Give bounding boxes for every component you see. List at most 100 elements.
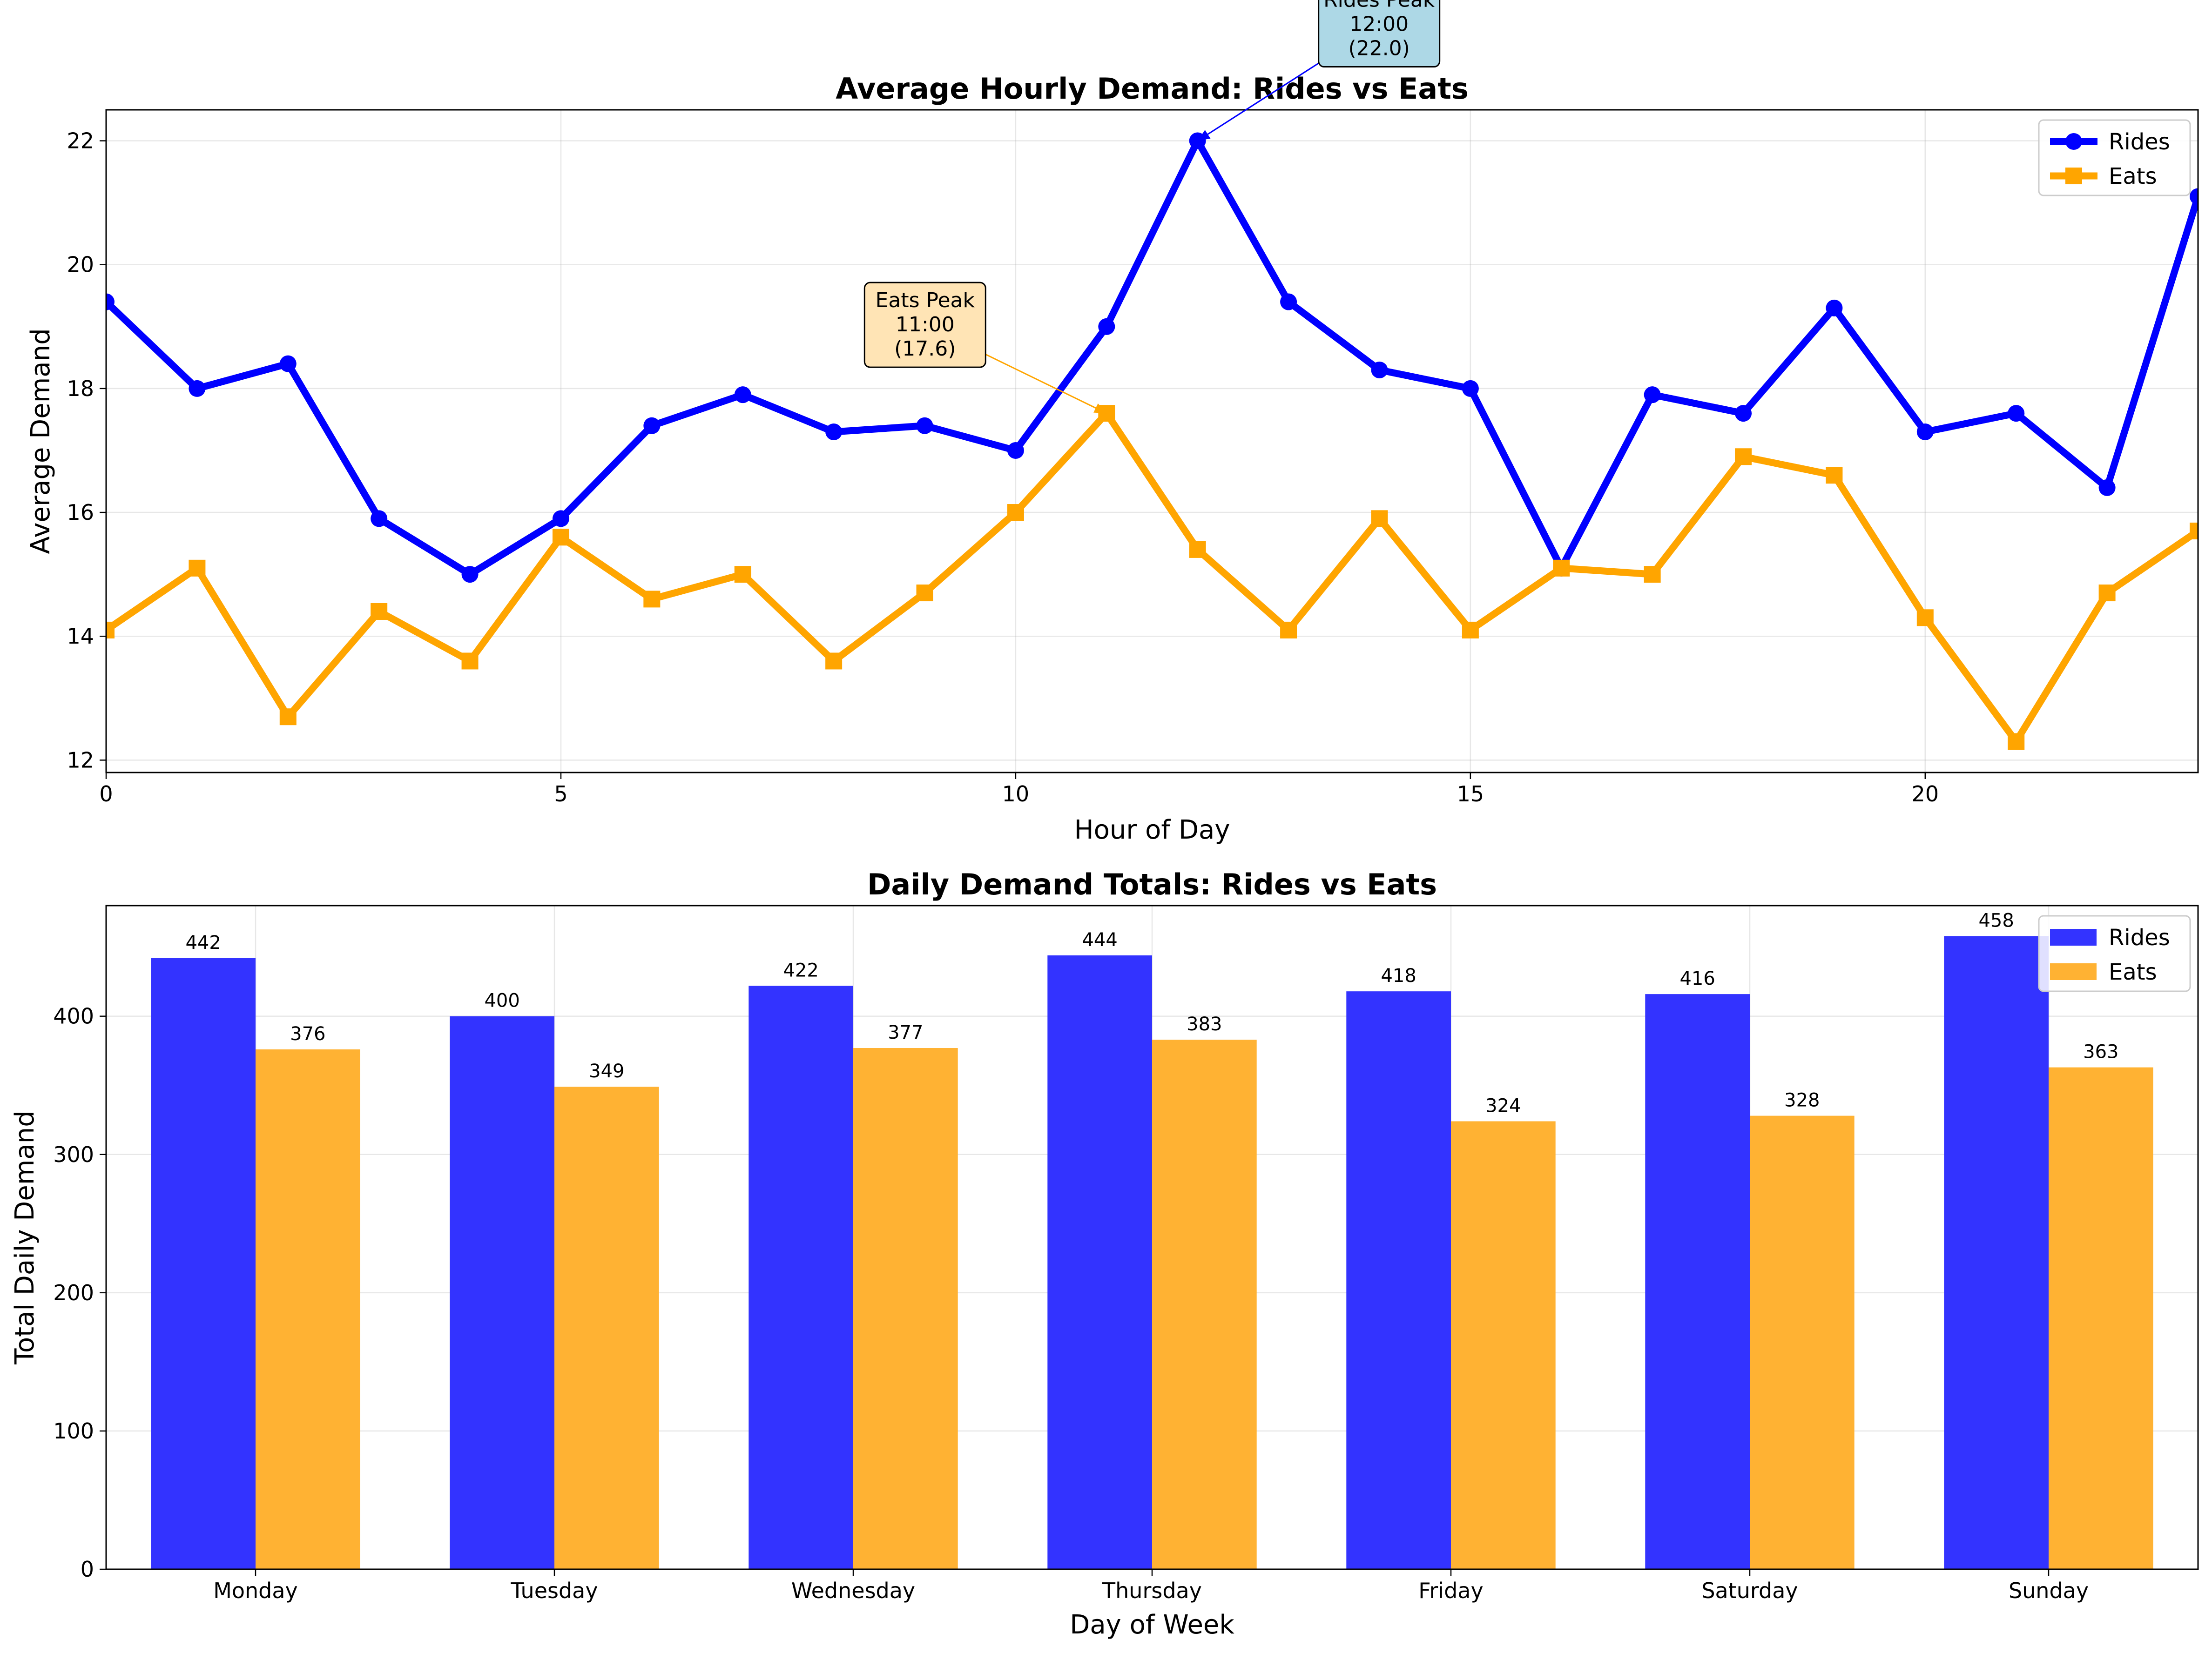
data-point-rides (916, 417, 933, 434)
data-point-eats (552, 529, 569, 546)
bar-value-label-rides: 442 (185, 932, 221, 954)
data-point-eats (2008, 733, 2025, 750)
bar-chart-y-tick-label: 100 (53, 1418, 94, 1444)
data-point-rides (461, 566, 479, 583)
bar-value-label-rides: 418 (1381, 965, 1416, 987)
data-point-rides (825, 423, 843, 441)
annotation-text: Eats Peak (876, 289, 975, 312)
bar-chart-category-label: Monday (213, 1578, 298, 1603)
data-point-eats (279, 708, 297, 726)
line-chart-y-tick-label: 20 (67, 252, 94, 277)
bar-chart-bars (151, 936, 2153, 1569)
line-chart-y-tick-label: 22 (67, 128, 94, 154)
line-chart-y-tick-label: 12 (67, 747, 94, 773)
data-point-rides (2008, 405, 2025, 422)
bar-chart-category-label: Friday (1418, 1578, 1483, 1603)
data-point-rides (2098, 479, 2116, 496)
bar-rides (1944, 936, 2049, 1569)
line-chart-title: Average Hourly Demand: Rides vs Eats (836, 72, 1469, 106)
legend-label-eats: Eats (2109, 163, 2157, 189)
data-point-eats (734, 566, 751, 583)
data-point-rides (734, 386, 751, 403)
data-point-rides (1462, 380, 1479, 397)
bar-chart-y-tick-label: 200 (53, 1280, 94, 1305)
data-point-eats (1007, 504, 1024, 521)
bar-value-label-eats: 328 (1784, 1090, 1820, 1111)
data-point-eats (1735, 448, 1752, 465)
data-point-eats (916, 585, 933, 602)
annotation-text: 11:00 (896, 313, 955, 336)
data-point-rides (279, 355, 297, 372)
line-chart-x-tick-label: 5 (554, 781, 567, 806)
data-point-rides (1280, 293, 1297, 310)
line-chart-y-axis-label: Average Demand (26, 328, 56, 554)
line-chart-x-tick-label: 10 (1002, 781, 1030, 806)
data-point-eats (106, 621, 115, 638)
annotation-text: (22.0) (1349, 37, 1410, 60)
bar-chart-y-ticks: 0 100 200 300 400 (53, 1004, 106, 1582)
data-point-rides (371, 510, 388, 527)
bar-chart-category-label: Sunday (2009, 1578, 2089, 1603)
legend-marker-rides (2065, 133, 2082, 150)
data-point-eats (189, 559, 206, 577)
bar-value-label-rides: 444 (1082, 929, 1117, 951)
line-chart-y-tick-label: 18 (67, 376, 94, 401)
line-chart-x-axis-label: Hour of Day (1074, 815, 1230, 845)
data-point-rides (106, 293, 115, 310)
bar-value-label-rides: 458 (1978, 910, 2014, 931)
data-point-eats (1280, 621, 1297, 638)
bar-value-label-eats: 324 (1485, 1095, 1521, 1116)
bar-eats (554, 1087, 659, 1569)
data-point-eats (1371, 510, 1388, 527)
annotation-arrowhead (1093, 403, 1107, 414)
bar-value-label-rides: 400 (484, 990, 519, 1012)
bar-chart-category-label: Saturday (1701, 1578, 1798, 1603)
bar-chart-y-tick-label: 0 (81, 1557, 94, 1582)
bar-eats (2049, 1067, 2153, 1569)
data-point-eats (1826, 467, 1843, 484)
data-point-eats (643, 591, 661, 608)
annotation-text: Rides Peak (1323, 0, 1435, 12)
bar-rides (450, 1016, 554, 1569)
bar-eats (853, 1048, 958, 1569)
data-point-eats (825, 652, 843, 670)
bar-value-label-rides: 422 (783, 960, 818, 981)
bar-value-label-eats: 383 (1187, 1014, 1222, 1035)
bar-rides (1346, 991, 1451, 1569)
data-point-rides (1098, 318, 1115, 335)
bar-value-label-rides: 416 (1679, 968, 1715, 989)
data-point-eats (1553, 559, 1570, 577)
bar-rides (1047, 955, 1152, 1569)
legend-swatch-eats (2050, 963, 2097, 980)
line-chart-frame (105, 109, 2199, 773)
data-point-rides (2190, 188, 2198, 205)
data-point-eats (1189, 541, 1206, 558)
legend-swatch-rides (2050, 929, 2097, 946)
line-chart-x-tick-label: 20 (1912, 781, 1939, 806)
data-point-rides (1826, 299, 1843, 316)
data-point-eats (371, 603, 388, 620)
bar-chart-category-label: Thursday (1102, 1578, 1202, 1603)
bar-rides (1645, 994, 1750, 1569)
annotation-text: (17.6) (894, 337, 956, 361)
data-point-rides (1916, 423, 1934, 441)
line-chart-y-tick-label: 14 (67, 624, 94, 649)
data-point-rides (1644, 386, 1661, 403)
bar-value-label-eats: 349 (589, 1061, 624, 1082)
bar-chart-x-axis-label: Day of Week (1070, 1610, 1234, 1640)
series-line-rides (106, 137, 2198, 578)
legend-label-eats: Eats (2109, 959, 2157, 985)
bar-value-label-eats: 376 (290, 1023, 325, 1045)
bar-chart-y-tick-label: 300 (53, 1142, 94, 1167)
bar-chart-data-labels: 442 400 422 444 418 416 458 376 349 377 383 324 328 3… (185, 910, 2118, 1116)
line-chart-y-tick-label: 16 (67, 500, 94, 525)
data-point-rides (189, 380, 206, 397)
data-point-rides (1007, 442, 1024, 459)
legend-label-rides: Rides (2109, 925, 2170, 951)
bar-value-label-eats: 377 (888, 1022, 923, 1043)
bar-rides (749, 986, 853, 1569)
data-point-eats (1644, 566, 1661, 583)
